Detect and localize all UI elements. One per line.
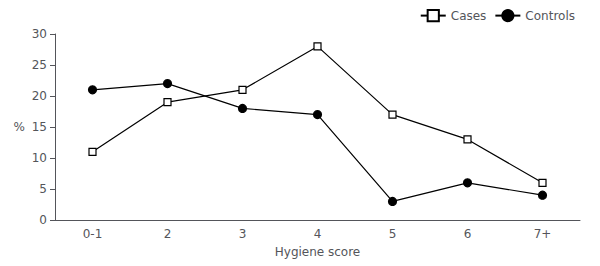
svg-text:25: 25 xyxy=(32,58,47,72)
svg-text:Cases: Cases xyxy=(451,9,487,23)
svg-text:0-1: 0-1 xyxy=(83,227,103,241)
svg-text:%: % xyxy=(14,120,25,134)
svg-text:3: 3 xyxy=(239,227,247,241)
svg-text:10: 10 xyxy=(32,151,47,165)
svg-text:30: 30 xyxy=(32,27,47,41)
svg-text:15: 15 xyxy=(32,120,47,134)
svg-text:0: 0 xyxy=(39,213,47,227)
svg-text:5: 5 xyxy=(39,182,47,196)
svg-text:6: 6 xyxy=(464,227,472,241)
svg-text:2: 2 xyxy=(164,227,172,241)
svg-text:Controls: Controls xyxy=(525,9,575,23)
svg-text:Hygiene score: Hygiene score xyxy=(275,245,361,259)
svg-text:7+: 7+ xyxy=(534,227,552,241)
svg-text:5: 5 xyxy=(389,227,397,241)
svg-text:20: 20 xyxy=(32,89,47,103)
svg-text:4: 4 xyxy=(314,227,322,241)
